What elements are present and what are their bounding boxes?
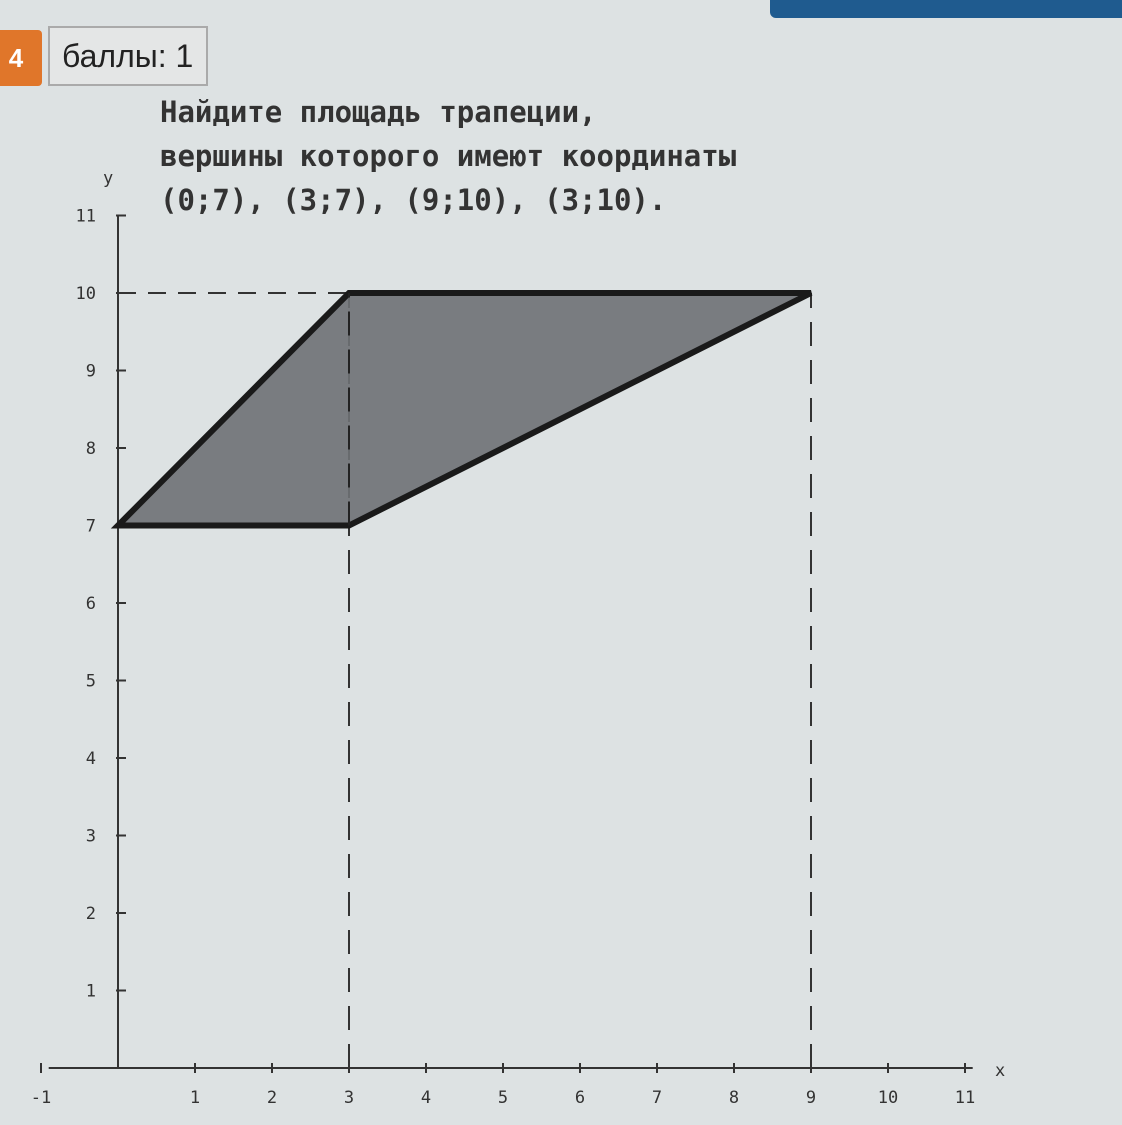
y-tick-label: 9: [86, 362, 96, 382]
x-tick-label: 2: [267, 1088, 277, 1108]
question-text: Найдите площадь трапеции, вершины которог…: [160, 90, 736, 222]
y-tick-label: 6: [86, 594, 96, 614]
score-label: баллы: 1: [48, 26, 208, 86]
y-axis-label: y: [103, 169, 113, 189]
x-tick-label: 5: [498, 1088, 508, 1108]
x-tick-label: 8: [729, 1088, 739, 1108]
x-tick-label: -1: [31, 1088, 51, 1108]
x-tick-label: 11: [955, 1088, 975, 1108]
y-tick-label: 8: [86, 439, 96, 459]
y-tick-label: 4: [86, 749, 96, 769]
y-tick-label: 7: [86, 517, 96, 537]
x-tick-label: 10: [878, 1088, 898, 1108]
x-tick-label: 7: [652, 1088, 662, 1108]
y-tick-label: 11: [76, 207, 96, 227]
question-line: вершины которого имеют координаты: [160, 139, 737, 173]
question-line: Найдите площадь трапеции,: [160, 95, 597, 129]
y-tick-label: 1: [86, 982, 96, 1002]
x-tick-label: 6: [575, 1088, 585, 1108]
y-tick-label: 3: [86, 827, 96, 847]
top-bar: [770, 0, 1122, 18]
x-tick-label: 1: [190, 1088, 200, 1108]
x-tick-label: 3: [344, 1088, 354, 1108]
y-tick-label: 10: [76, 284, 96, 304]
question-number-badge: 4: [0, 30, 42, 86]
y-tick-label: 2: [86, 904, 96, 924]
question-line: (0;7), (3;7), (9;10), (3;10).: [160, 183, 667, 217]
x-tick-label: 4: [421, 1088, 431, 1108]
trapezoid: [110, 290, 813, 529]
x-tick-label: 9: [806, 1088, 816, 1108]
y-tick-label: 5: [86, 672, 96, 692]
x-axis-label: x: [995, 1061, 1005, 1081]
